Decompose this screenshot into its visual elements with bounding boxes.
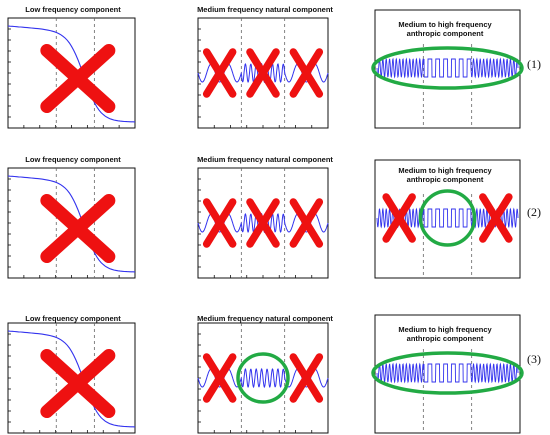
low-frequency-title: Low frequency component — [25, 155, 121, 164]
row-2-high-frequency-plot — [374, 159, 521, 279]
medium-frequency-title: Medium frequency natural component — [197, 314, 333, 323]
row-1-label: (1) — [527, 57, 541, 71]
row-1-high-frequency-plot — [371, 9, 524, 129]
row-3-label: (3) — [527, 352, 541, 366]
row-2-low-frequency-plot — [7, 167, 136, 279]
high-frequency-title-line-2: anthropic component — [406, 29, 484, 38]
cross-mark — [40, 44, 116, 113]
row-3-low-frequency-plot — [7, 322, 136, 434]
row-2-label: (2) — [527, 205, 541, 219]
high-frequency-title-line-1: Medium to high frequency — [398, 325, 492, 334]
row-3-medium-frequency-plot — [197, 322, 329, 434]
high-frequency-title-line-2: anthropic component — [406, 334, 484, 343]
cross-mark — [246, 48, 280, 98]
plot-frame — [374, 9, 521, 129]
low-frequency-curve — [7, 25, 136, 123]
row-3-low-frequency-panel: Low frequency component — [0, 305, 140, 435]
cross-mark — [246, 198, 280, 248]
cross-mark — [289, 198, 324, 248]
medium-frequency-title: Medium frequency natural component — [197, 5, 333, 14]
low-frequency-title: Low frequency component — [25, 5, 121, 14]
cross-mark — [202, 48, 237, 98]
cross-mark — [382, 193, 416, 243]
cross-mark — [289, 353, 324, 403]
row-2-low-frequency-panel: Low frequency component — [0, 150, 140, 280]
row-2-high-frequency-panel: Medium to high frequency anthropic compo… — [365, 150, 525, 280]
row-1-low-frequency-panel: Low frequency component — [0, 0, 140, 130]
high-frequency-title-line-1: Medium to high frequency — [398, 166, 492, 175]
row-1-medium-frequency-panel: Medium frequency natural component — [190, 0, 340, 130]
cross-mark — [289, 48, 324, 98]
cross-mark — [479, 193, 513, 243]
row-1-medium-frequency-plot — [197, 17, 329, 129]
low-frequency-curve — [7, 175, 136, 273]
row-1-high-frequency-panel: Medium to high frequency anthropic compo… — [365, 0, 525, 130]
cross-mark — [202, 198, 237, 248]
cross-mark — [40, 194, 116, 263]
row-2-medium-frequency-panel: Medium frequency natural component — [190, 150, 340, 280]
highlight-circle — [371, 351, 524, 395]
row-3-medium-frequency-panel: Medium frequency natural component — [190, 305, 340, 435]
high-frequency-wave — [376, 362, 519, 384]
high-frequency-title-line-1: Medium to high frequency — [398, 20, 492, 29]
highlight-circle — [371, 46, 524, 90]
highlight-circle — [236, 352, 290, 404]
row-3-high-frequency-plot — [371, 314, 524, 434]
medium-frequency-title: Medium frequency natural component — [197, 155, 333, 164]
cross-mark — [40, 349, 116, 418]
cross-mark — [202, 353, 237, 403]
high-frequency-wave — [376, 57, 519, 79]
low-frequency-curve — [7, 330, 136, 428]
plot-frame — [374, 314, 521, 434]
low-frequency-title: Low frequency component — [25, 314, 121, 323]
highlight-circle — [418, 189, 477, 247]
row-1-low-frequency-plot — [7, 17, 136, 129]
medium-frequency-wave — [197, 367, 329, 389]
high-frequency-title-line-2: anthropic component — [406, 175, 484, 184]
plot-frame — [374, 159, 521, 279]
row-3-high-frequency-panel: Medium to high frequency anthropic compo… — [365, 305, 525, 435]
row-2-medium-frequency-plot — [197, 167, 329, 279]
